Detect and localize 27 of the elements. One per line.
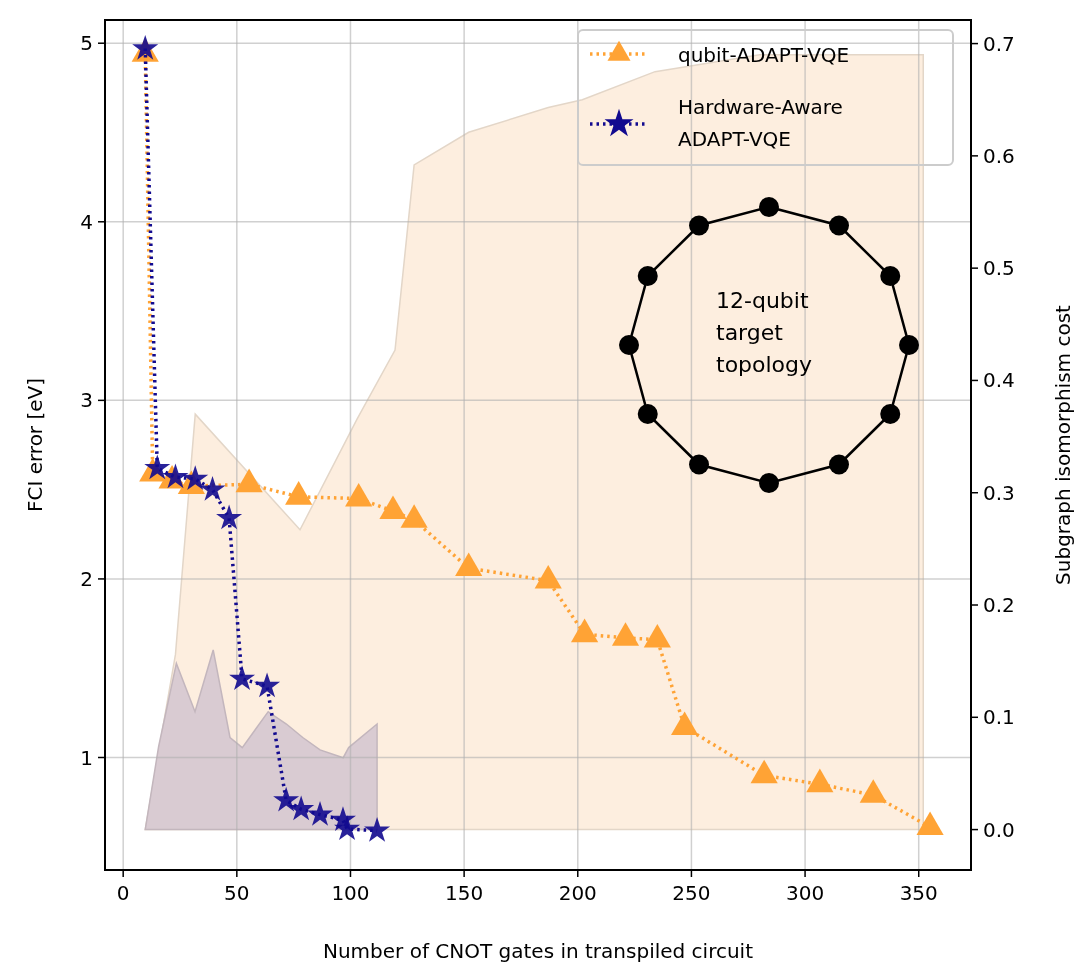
y2-tick-label: 0.1 bbox=[983, 705, 1015, 730]
x-tick-label: 100 bbox=[331, 881, 370, 905]
y2-tick-label: 0.3 bbox=[983, 480, 1015, 505]
y-tick-label: 2 bbox=[80, 566, 93, 591]
y-axis-title: FCI error [eV] bbox=[23, 377, 47, 513]
x-tick-label: 150 bbox=[445, 881, 484, 905]
y2-axis-title: Subgraph isomorphism cost bbox=[1051, 304, 1075, 585]
y2-tick-label: 0.2 bbox=[983, 593, 1015, 618]
y-tick-label: 1 bbox=[80, 745, 93, 770]
y2-tick-label: 0.5 bbox=[983, 256, 1015, 281]
y2-tick-label: 0.0 bbox=[983, 817, 1015, 842]
y2-tick-label: 0.7 bbox=[983, 31, 1015, 56]
y-tick-label: 3 bbox=[80, 388, 93, 413]
legend-label: Hardware-Aware ADAPT-VQE bbox=[678, 95, 843, 151]
x-tick-label: 350 bbox=[899, 881, 938, 905]
x-axis-title: Number of CNOT gates in transpiled circuit bbox=[322, 939, 754, 963]
x-tick-label: 50 bbox=[224, 881, 250, 905]
x-tick-label: 200 bbox=[558, 881, 597, 905]
annotation: 12-qubit target topology bbox=[716, 288, 813, 377]
legend-label: qubit-ADAPT-VQE bbox=[678, 43, 850, 67]
y-tick-label: 5 bbox=[80, 31, 93, 56]
y2-tick-label: 0.6 bbox=[983, 143, 1015, 168]
x-tick-label: 0 bbox=[116, 881, 130, 905]
x-tick-label: 250 bbox=[672, 881, 711, 905]
y2-tick-label: 0.4 bbox=[983, 368, 1015, 393]
x-tick-label: 300 bbox=[785, 881, 825, 905]
y-tick-label: 4 bbox=[80, 209, 93, 234]
